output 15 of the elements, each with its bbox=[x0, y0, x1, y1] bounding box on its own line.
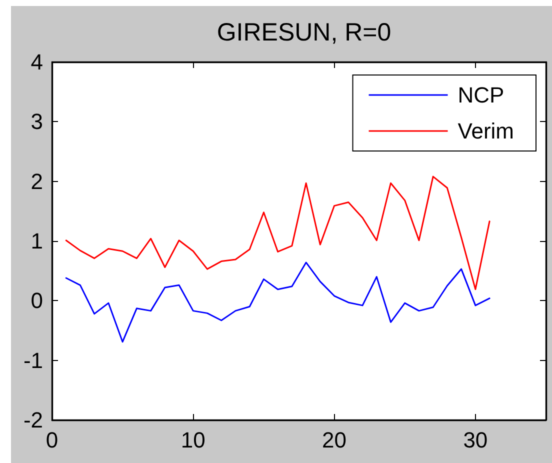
y-tick-label: 3 bbox=[30, 109, 43, 134]
y-tick-label: 2 bbox=[30, 168, 43, 194]
legend-label: NCP bbox=[458, 82, 504, 108]
y-tick-label: 4 bbox=[30, 50, 43, 74]
x-tick-label: 10 bbox=[180, 428, 206, 452]
y-tick-label: -1 bbox=[23, 348, 43, 373]
line-series bbox=[65, 262, 490, 343]
x-tick-label: 30 bbox=[463, 428, 488, 452]
y-tick-label: 0 bbox=[30, 288, 43, 314]
legend-label: Verim bbox=[458, 118, 514, 144]
y-tick-label: -2 bbox=[23, 408, 43, 432]
line-series bbox=[65, 176, 490, 290]
y-tick-label: 1 bbox=[30, 228, 43, 254]
chart-title: GIRESUN, R=0 bbox=[216, 18, 392, 46]
x-tick-label: 20 bbox=[322, 428, 347, 452]
